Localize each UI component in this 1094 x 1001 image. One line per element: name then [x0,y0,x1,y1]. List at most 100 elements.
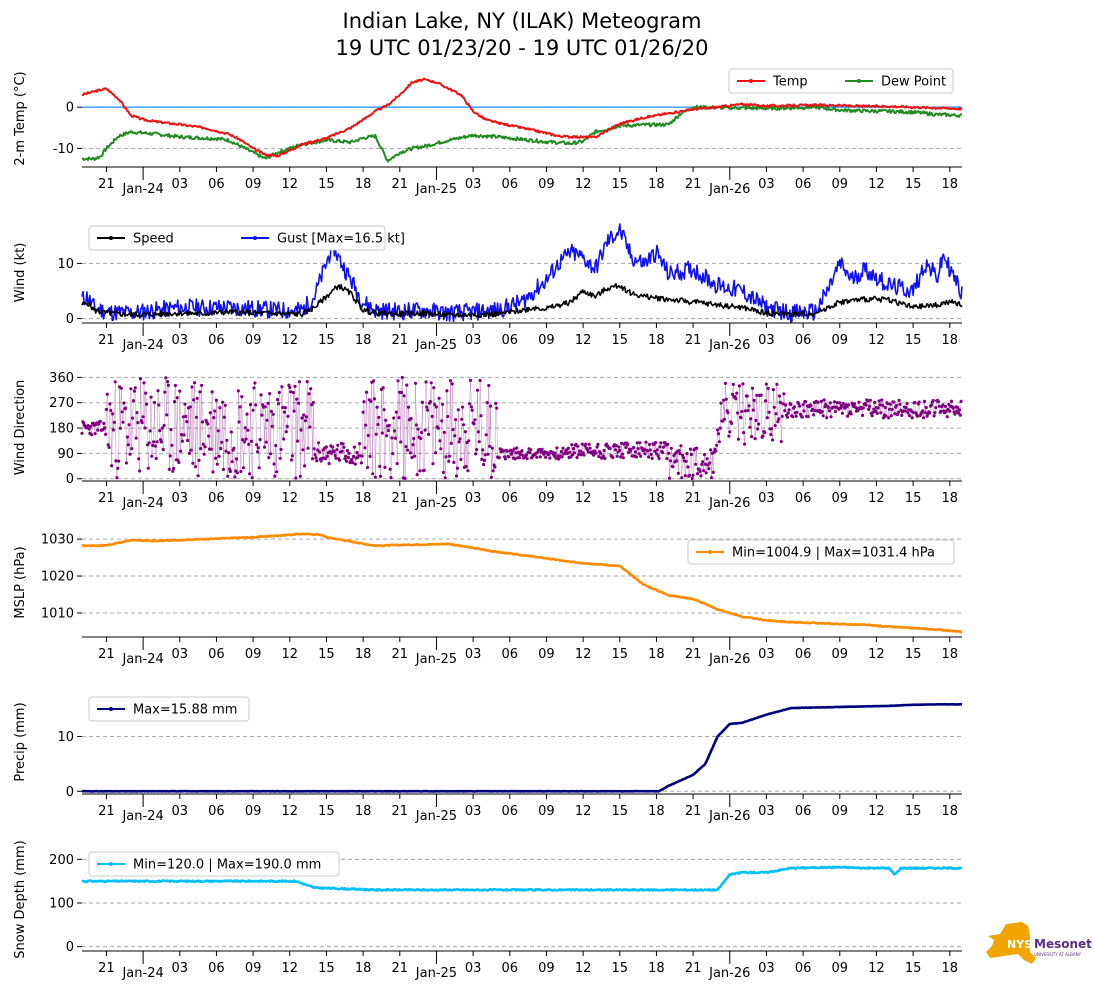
direction-point [833,409,838,414]
x-tick-label: 12 [575,647,592,662]
x-tick-label: 03 [758,491,775,506]
direction-point [650,456,654,460]
direction-point [358,442,362,446]
direction-point [632,445,636,450]
legend-marker [749,79,753,83]
day-tick-label: Jan-24 [121,652,163,667]
direction-point [876,406,880,410]
direction-point [723,381,728,385]
x-tick-label: 12 [868,961,885,976]
direction-point [281,405,285,410]
direction-point [476,430,480,434]
direction-point [385,434,389,438]
y-axis-label: MSLP (hPa) [13,546,28,618]
day-tick-label: Jan-25 [415,182,457,197]
x-tick-label: 09 [832,491,849,506]
direction-point [189,448,193,452]
wind-panel: 0 10 21 03 06 09 12 15 18 21 03 06 09 12 15 18 21 03 06 09 1… [13,223,963,353]
direction-point [121,420,125,424]
direction-point [119,386,123,390]
direction-point [447,454,452,458]
direction-point [739,416,743,420]
direction-point [752,398,756,402]
direction-point [369,399,373,403]
direction-point [867,404,872,408]
direction-point [352,445,356,449]
direction-point [240,395,244,399]
direction-point [399,440,403,444]
direction-point [93,432,97,436]
direction-point [389,476,393,480]
direction-point [327,462,331,466]
direction-point [302,413,306,417]
direction-point [925,414,929,418]
direction-point [127,423,131,427]
direction-point [312,447,316,451]
direction-point [861,406,865,410]
direction-point [359,461,363,465]
series-line-speed [81,282,963,319]
direction-point [905,401,909,406]
x-tick-label: 12 [282,647,299,662]
direction-point [324,457,328,461]
direction-point [256,446,260,450]
direction-point [599,451,603,456]
direction-point [691,473,695,477]
legend-label: Min=120.0 | Max=190.0 mm [133,858,321,873]
y-axis-label: Wind (kt) [13,243,28,303]
direction-point [447,459,451,463]
direction-point [642,447,646,451]
direction-point [263,405,267,409]
direction-point [529,448,533,452]
chart-title-line2: 19 UTC 01/23/20 - 19 UTC 01/26/20 [336,36,709,60]
direction-point [317,450,322,454]
direction-point [619,455,623,459]
direction-point [158,429,162,433]
x-tick-label: 12 [282,333,299,348]
x-tick-label: 15 [905,333,922,348]
y-tick-label: 0 [66,101,74,116]
direction-point [503,457,507,461]
direction-point [903,409,907,413]
x-tick-label: 15 [905,647,922,662]
direction-point [159,440,163,444]
direction-point [146,466,150,470]
direction-point [795,410,799,414]
legend-box [88,696,250,722]
direction-point [588,446,592,450]
direction-point [183,402,187,406]
direction-point [700,462,704,467]
direction-point [380,431,384,435]
direction-point [171,469,175,473]
direction-point [454,474,459,478]
direction-point [218,406,222,410]
direction-point [422,468,426,472]
direction-point [414,423,418,427]
x-tick-label: 15 [612,647,629,662]
direction-point [225,438,229,442]
direction-point [277,390,281,395]
direction-point [786,411,790,415]
day-tick-label: Jan-25 [415,652,457,667]
direction-point [655,448,659,452]
direction-point [454,418,458,422]
direction-point [502,449,506,453]
direction-point [275,470,279,474]
direction-point [798,404,802,408]
direction-point [251,408,255,412]
direction-point [849,412,853,416]
direction-point [310,457,315,461]
direction-point [350,457,354,461]
direction-point [857,400,861,404]
direction-point [553,451,557,455]
direction-point [747,404,751,408]
direction-point [699,474,703,478]
direction-point [829,415,833,419]
chart-title-line1: Indian Lake, NY (ILAK) Meteogram [343,9,702,33]
direction-point [811,407,815,411]
direction-point [839,404,844,408]
direction-point [379,474,383,478]
direction-point [193,381,197,385]
x-tick-label: 21 [98,491,115,506]
x-tick-label: 18 [648,333,665,348]
